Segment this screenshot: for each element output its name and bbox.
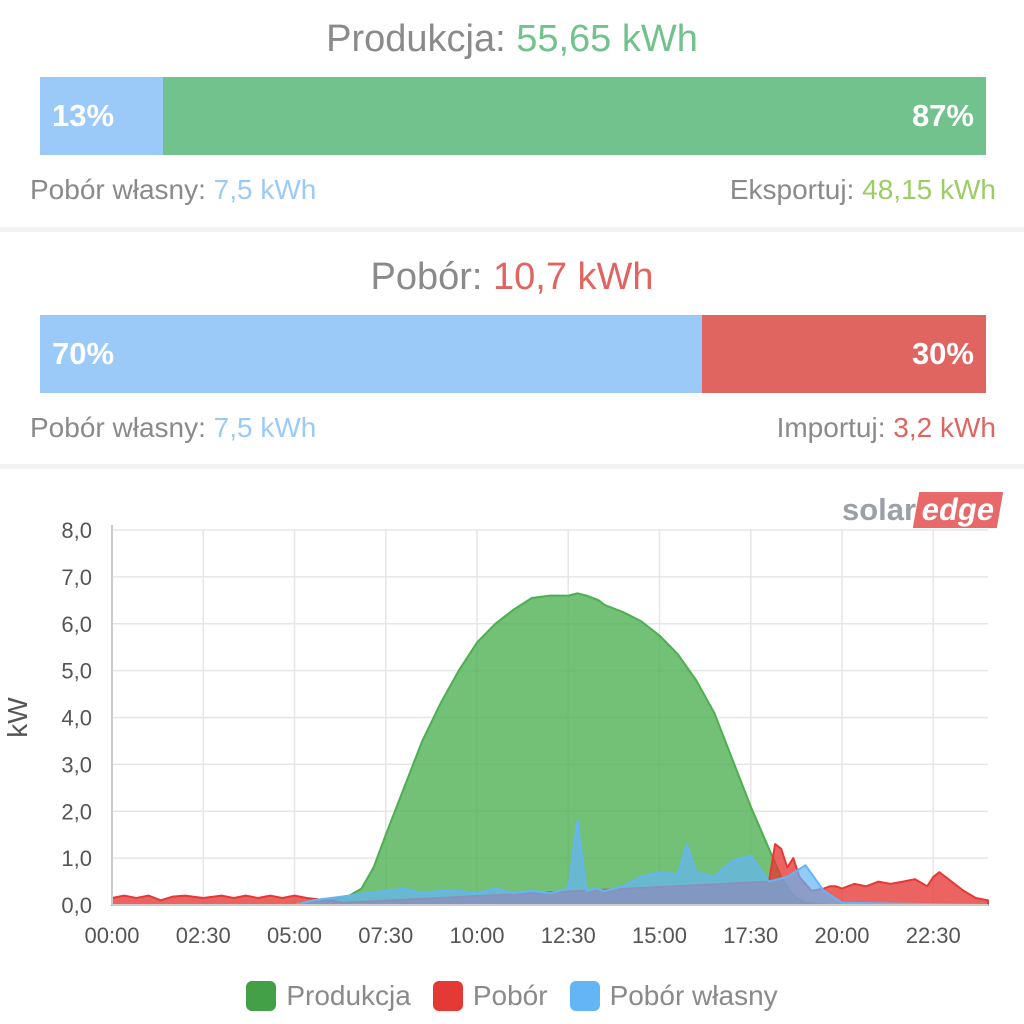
x-tick-label: 15:00 bbox=[632, 923, 687, 948]
legend-item-self-consumption[interactable]: Pobór własny bbox=[569, 980, 778, 1012]
legend-label-consumption: Pobór bbox=[472, 980, 548, 1011]
x-tick-label: 07:30 bbox=[358, 923, 413, 948]
consumption-bar-import: 30% bbox=[702, 315, 986, 393]
production-export-percent: 87% bbox=[911, 98, 974, 133]
y-tick-label: 6,0 bbox=[61, 612, 92, 637]
x-tick-label: 02:30 bbox=[176, 923, 231, 948]
consumption-bar: 70% 30% bbox=[40, 315, 986, 393]
x-tick-label: 20:00 bbox=[814, 923, 869, 948]
production-bar: 13% 87% bbox=[40, 77, 986, 155]
logo-part-edge: edge bbox=[912, 492, 1004, 528]
y-axis-label: kW bbox=[2, 697, 33, 738]
consumption-import-value: 3,2 kWh bbox=[893, 412, 996, 443]
production-self-label: Pobór własny: bbox=[30, 174, 206, 205]
production-self-value: 7,5 kWh bbox=[213, 174, 317, 205]
y-tick-label: 0,0 bbox=[61, 893, 92, 918]
x-tick-label: 00:00 bbox=[84, 923, 139, 948]
series-self-consumption-area bbox=[111, 819, 989, 906]
chart-grid bbox=[111, 529, 988, 906]
consumption-self-value: 7,5 kWh bbox=[213, 412, 317, 443]
x-tick-label: 12:30 bbox=[541, 923, 596, 948]
series-production-area bbox=[111, 592, 989, 906]
production-title: Produkcja: 55,65 kWh bbox=[0, 18, 1024, 61]
series-consumption-area bbox=[111, 843, 989, 906]
y-tick-label: 3,0 bbox=[61, 752, 92, 777]
y-tick-label: 2,0 bbox=[61, 799, 92, 824]
production-bar-self: 13% bbox=[40, 77, 163, 155]
y-tick-label: 1,0 bbox=[61, 846, 92, 871]
consumption-bar-self: 70% bbox=[40, 315, 703, 393]
consumption-import-percent: 30% bbox=[911, 336, 974, 371]
production-title-label: Produkcja: bbox=[326, 18, 506, 60]
consumption-import-info: Importuj: 3,2 kWh bbox=[777, 412, 996, 444]
production-bar-export: 87% bbox=[162, 77, 986, 155]
legend-swatch-self-consumption bbox=[569, 981, 600, 1011]
logo-part-solar: solar bbox=[842, 492, 917, 527]
production-self-percent: 13% bbox=[52, 98, 115, 133]
legend-label-production: Produkcja bbox=[286, 980, 411, 1011]
consumption-import-label: Importuj: bbox=[776, 412, 886, 443]
legend-swatch-consumption bbox=[432, 981, 463, 1011]
legend-swatch-production bbox=[246, 981, 277, 1011]
production-export-info: Eksportuj: 48,15 kWh bbox=[730, 174, 996, 206]
y-tick-label: 5,0 bbox=[61, 659, 92, 684]
x-tick-label: 17:30 bbox=[723, 923, 778, 948]
consumption-title: Pobór: 10,7 kWh bbox=[0, 256, 1024, 299]
x-tick-label: 05:00 bbox=[267, 923, 322, 948]
consumption-title-value: 10,7 kWh bbox=[493, 256, 654, 298]
x-tick-label: 22:30 bbox=[906, 923, 961, 948]
section-divider bbox=[0, 227, 1024, 232]
chart-legend: Produkcja Pobór Pobór własny bbox=[0, 980, 1024, 1012]
y-tick-label: 4,0 bbox=[61, 706, 92, 731]
production-title-value: 55,65 kWh bbox=[516, 18, 698, 60]
y-tick-label: 8,0 bbox=[61, 518, 92, 543]
consumption-self-label: Pobór własny: bbox=[30, 412, 206, 443]
legend-item-production[interactable]: Produkcja bbox=[246, 980, 411, 1012]
consumption-self-percent: 70% bbox=[52, 336, 115, 371]
x-tick-label: 10:00 bbox=[449, 923, 504, 948]
legend-item-consumption[interactable]: Pobór bbox=[432, 980, 548, 1012]
chart-axes: 0,0 1,0 2,0 3,0 4,0 5,0 6,0 7,0 8,0 00:00 02:30 05:… bbox=[2, 518, 988, 948]
production-export-value: 48,15 kWh bbox=[862, 174, 996, 205]
section-divider bbox=[0, 464, 1024, 469]
y-tick-label: 7,0 bbox=[61, 565, 92, 590]
consumption-self-info: Pobór własny: 7,5 kWh bbox=[30, 412, 316, 444]
legend-label-self-consumption: Pobór własny bbox=[609, 980, 778, 1011]
production-self-info: Pobór własny: 7,5 kWh bbox=[30, 174, 316, 206]
production-export-label: Eksportuj: bbox=[729, 174, 855, 205]
chart-series bbox=[111, 592, 989, 906]
solaredge-logo: solar edge bbox=[842, 492, 1004, 528]
consumption-title-label: Pobór: bbox=[370, 256, 483, 298]
